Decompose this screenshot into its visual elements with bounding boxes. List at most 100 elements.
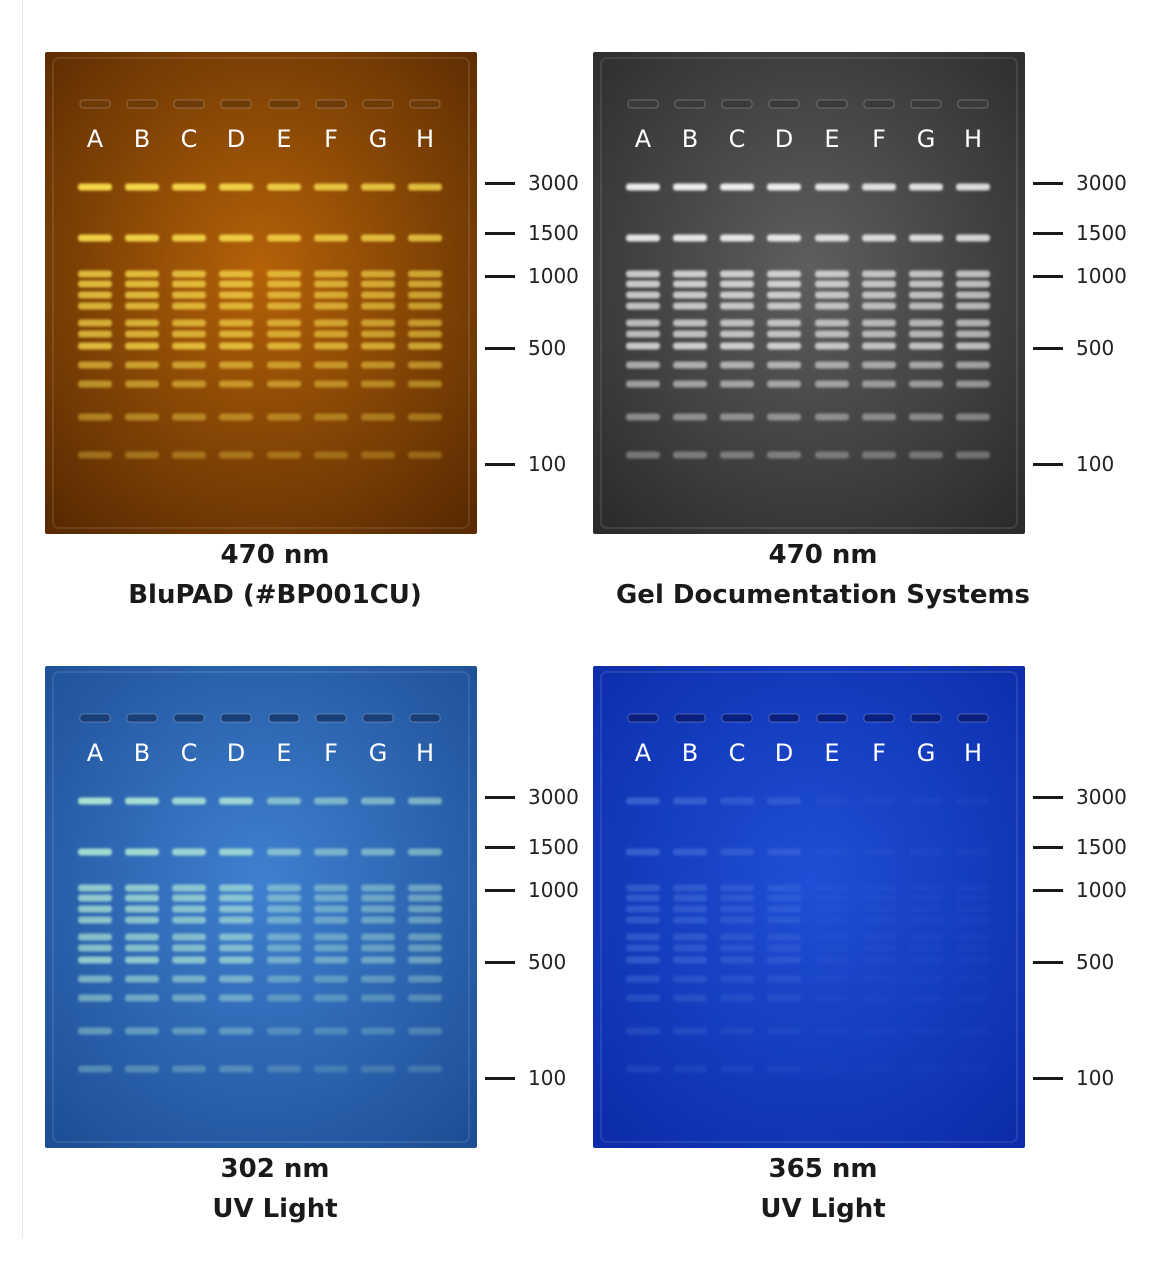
dna-band — [219, 291, 253, 299]
dna-band — [314, 302, 348, 310]
lane-label-g: G — [368, 739, 388, 767]
dna-band — [767, 975, 801, 983]
ladder-marker-100: 100 — [1033, 1068, 1153, 1088]
marker-value: 500 — [528, 950, 567, 974]
dna-band — [408, 797, 442, 805]
dna-band — [815, 905, 849, 913]
dna-band — [862, 342, 896, 350]
ladder-marker-500: 500 — [485, 338, 605, 358]
ladder-marker-500: 500 — [485, 952, 605, 972]
dna-band — [626, 280, 660, 288]
dna-band — [767, 270, 801, 278]
dna-band — [815, 944, 849, 952]
dna-band — [267, 319, 301, 327]
lane-label-e: E — [276, 125, 292, 153]
dna-band — [720, 380, 754, 388]
dna-band — [767, 797, 801, 805]
loading-well — [627, 99, 659, 109]
dna-band — [909, 933, 943, 941]
dna-band — [361, 933, 395, 941]
dna-band — [673, 280, 707, 288]
lane-label-f: F — [324, 125, 338, 153]
dna-band — [956, 413, 990, 421]
dna-band — [78, 183, 112, 191]
marker-tick — [485, 889, 515, 892]
dna-band — [219, 894, 253, 902]
dna-band — [78, 1065, 112, 1073]
system-caption: UV Light — [212, 1194, 338, 1224]
dna-band — [172, 319, 206, 327]
dna-band — [956, 451, 990, 459]
dna-band — [172, 183, 206, 191]
dna-band — [361, 280, 395, 288]
dna-band — [408, 361, 442, 369]
ladder-marker-100: 100 — [485, 1068, 605, 1088]
dna-band — [909, 944, 943, 952]
ladder-marker-1500: 1500 — [485, 223, 605, 243]
dna-band — [956, 905, 990, 913]
dna-band — [720, 280, 754, 288]
dna-band — [267, 884, 301, 892]
dna-band — [767, 183, 801, 191]
dna-band — [862, 270, 896, 278]
dna-band — [78, 994, 112, 1002]
dna-band — [673, 797, 707, 805]
dna-band — [862, 995, 896, 1002]
dna-band — [626, 413, 660, 421]
ladder-marker-3000: 3000 — [1033, 787, 1153, 807]
dna-band — [361, 1065, 395, 1073]
dna-band — [673, 916, 707, 924]
dna-band — [909, 884, 943, 892]
marker-value: 3000 — [1076, 785, 1127, 809]
dna-band — [219, 956, 253, 964]
dna-band — [720, 413, 754, 421]
dna-band — [408, 1065, 442, 1073]
dna-band — [125, 291, 159, 299]
dna-band — [909, 1066, 943, 1073]
marker-value: 1000 — [1076, 264, 1127, 288]
dna-band — [862, 884, 896, 892]
dna-band — [408, 319, 442, 327]
loading-well — [957, 99, 989, 109]
dna-band — [172, 342, 206, 350]
dna-band — [219, 797, 253, 805]
marker-tick — [1033, 232, 1063, 235]
dna-band — [909, 234, 943, 242]
dna-band — [626, 361, 660, 369]
dna-band — [219, 451, 253, 459]
loading-well — [674, 99, 706, 109]
dna-band — [314, 905, 348, 913]
ladder-marker-1000: 1000 — [485, 880, 605, 900]
dna-band — [767, 291, 801, 299]
dna-band — [673, 933, 707, 941]
dna-band — [267, 342, 301, 350]
dna-band — [361, 1027, 395, 1035]
marker-tick — [485, 796, 515, 799]
dna-band — [720, 342, 754, 350]
dna-band — [361, 848, 395, 856]
dna-band — [673, 848, 707, 856]
dna-band — [267, 848, 301, 856]
dna-band — [956, 380, 990, 388]
marker-value: 100 — [528, 1066, 567, 1090]
loading-well — [268, 713, 300, 723]
dna-band — [815, 848, 849, 856]
dna-band — [125, 905, 159, 913]
dna-band — [720, 302, 754, 310]
dna-band — [767, 302, 801, 310]
dna-band — [956, 1028, 990, 1035]
dna-band — [862, 380, 896, 388]
lane-label-f: F — [872, 125, 886, 153]
dna-band — [767, 884, 801, 892]
dna-band — [909, 894, 943, 902]
dna-band — [172, 361, 206, 369]
dna-band — [78, 916, 112, 924]
dna-band — [909, 270, 943, 278]
dna-band — [862, 916, 896, 924]
dna-band — [78, 413, 112, 421]
dna-band — [361, 956, 395, 964]
loading-well — [674, 713, 706, 723]
lane-label-f: F — [324, 739, 338, 767]
dna-band — [720, 905, 754, 913]
dna-band — [361, 884, 395, 892]
